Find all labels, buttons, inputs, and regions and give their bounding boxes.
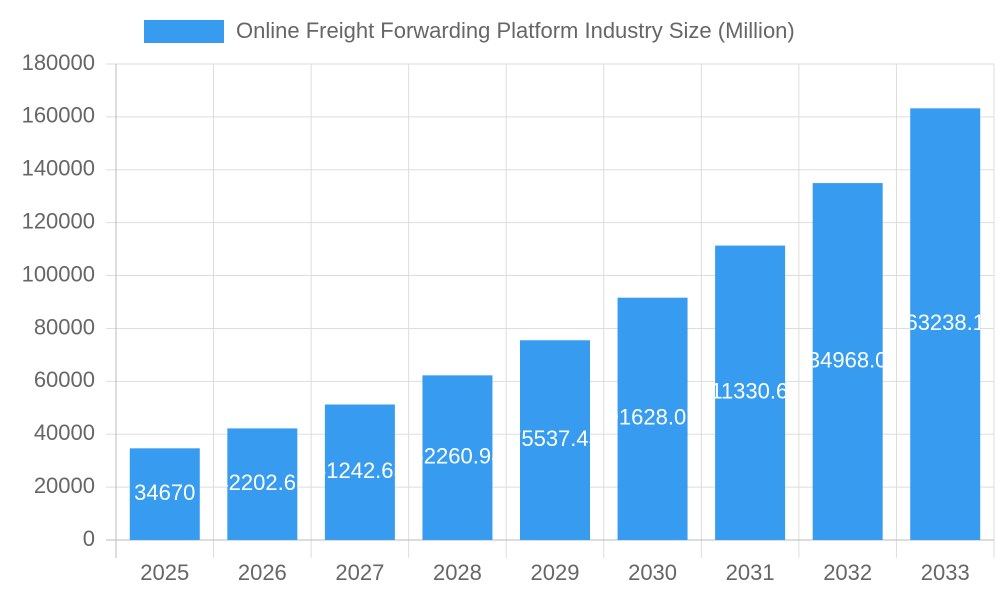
y-tick-label: 140000: [22, 156, 95, 181]
bar: [812, 183, 883, 541]
x-tick-label: 2031: [726, 560, 775, 585]
x-tick-label: 2026: [238, 560, 287, 585]
y-tick-label: 180000: [22, 50, 95, 75]
y-tick-label: 160000: [22, 103, 95, 128]
data-label: 111330.65: [700, 379, 801, 404]
y-tick-label: 80000: [34, 314, 95, 339]
data-label: 34670: [134, 480, 195, 505]
y-tick-label: 120000: [22, 208, 95, 233]
x-tick-label: 2028: [433, 560, 482, 585]
data-label: 75537.43: [509, 426, 601, 451]
data-label: 163238.15: [893, 310, 997, 335]
data-label: 42202.65: [216, 470, 308, 495]
bar: [910, 108, 981, 541]
y-tick-label: 100000: [22, 261, 95, 286]
x-tick-label: 2033: [921, 560, 970, 585]
bar: [617, 297, 688, 540]
bar: [422, 375, 493, 540]
data-label: 62260.98: [412, 443, 504, 468]
x-tick-label: 2032: [823, 560, 872, 585]
bar: [520, 340, 590, 540]
data-label: 134968.05: [796, 347, 900, 372]
legend-swatch: [144, 20, 224, 43]
bar: [227, 428, 298, 540]
bar: [715, 245, 786, 540]
x-tick-label: 2030: [628, 560, 677, 585]
legend-label: Online Freight Forwarding Platform Indus…: [236, 18, 795, 43]
bar: [324, 404, 395, 540]
y-tick-label: 20000: [34, 473, 95, 498]
bar: [129, 448, 200, 540]
data-label: 91628.07: [607, 405, 699, 430]
x-tick-label: 2029: [531, 560, 580, 585]
x-tick-label: 2025: [140, 560, 189, 585]
y-tick-label: 0: [83, 526, 95, 551]
y-tick-label: 60000: [34, 367, 95, 392]
data-label: 51242.65: [314, 458, 406, 483]
x-tick-label: 2027: [335, 560, 384, 585]
y-tick-label: 40000: [34, 420, 95, 445]
